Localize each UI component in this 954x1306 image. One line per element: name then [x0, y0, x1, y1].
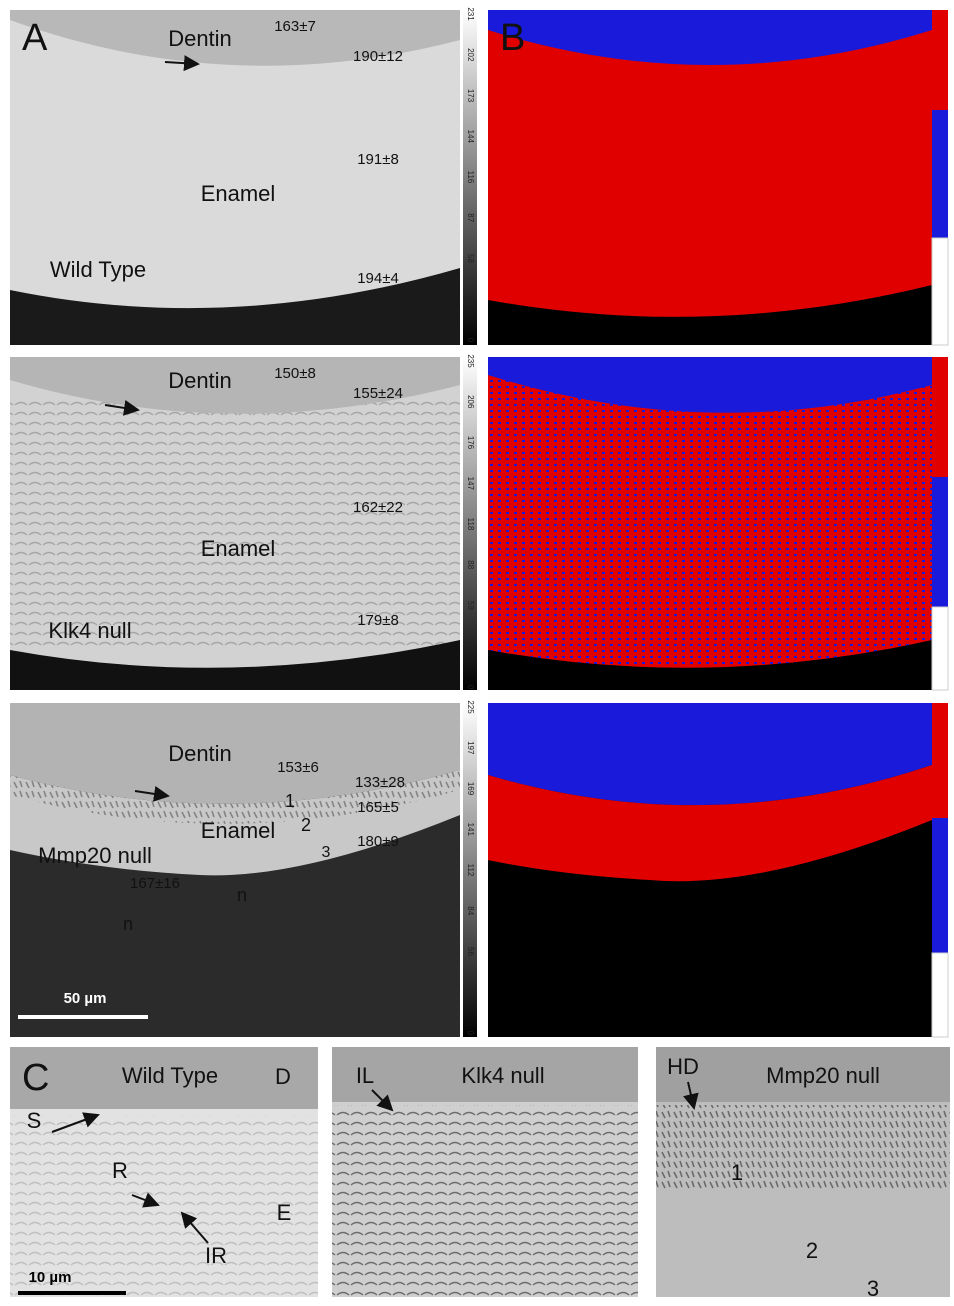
colorbar-tick-label: 206	[466, 395, 475, 409]
panel-a-images	[10, 10, 477, 1037]
panel-b-images	[488, 10, 948, 1037]
dentin-label: Dentin	[168, 368, 232, 393]
colorbar-tick-label: 116	[466, 171, 475, 184]
label: S	[27, 1108, 42, 1133]
measurement: 133±28	[355, 774, 405, 791]
colorbar-tick-label: 28	[466, 988, 475, 997]
label: E	[277, 1200, 292, 1225]
colorbar-tick-label: 88	[466, 560, 475, 569]
label: 2	[806, 1238, 818, 1263]
enamel-label: Enamel	[201, 818, 276, 843]
specimen-label: Mmp20 null	[38, 843, 152, 868]
measurement: 180±9	[357, 833, 399, 850]
specimen-label: Wild Type	[50, 257, 146, 282]
label: 3	[867, 1276, 879, 1301]
label: R	[112, 1158, 128, 1183]
colorbar-tick-label: 197	[466, 741, 475, 755]
measurement: 155±24	[353, 385, 403, 402]
panel-title: Wild Type	[122, 1063, 218, 1088]
zone-label: 2	[301, 815, 311, 835]
dentin-label: Dentin	[168, 741, 232, 766]
colorbar-tick-label: 176	[466, 436, 475, 450]
label: IL	[356, 1063, 374, 1088]
colorbar-tick-label: 141	[466, 823, 475, 837]
colorbar-tick-label: 147	[466, 477, 475, 491]
colorbar-tick-label: 144	[466, 130, 475, 144]
colorbar-tick-label: 0	[466, 685, 475, 690]
nodule-label: n	[237, 885, 247, 905]
panel-label: A	[22, 17, 48, 59]
enamel-label: Enamel	[201, 181, 276, 206]
measurement: 162±22	[353, 499, 403, 516]
scale-bar-label: 50 µm	[64, 990, 107, 1007]
colorbar-tick-label: 112	[466, 864, 475, 877]
colorbar-tick-label: 173	[466, 89, 475, 103]
scale-bar-label: 10 µm	[29, 1269, 72, 1286]
label: IR	[205, 1243, 227, 1268]
dentin-label: Dentin	[168, 26, 232, 51]
measurement: 163±7	[274, 18, 316, 35]
colorbar-tick-label: 0	[466, 338, 475, 343]
measurement: 165±5	[357, 799, 399, 816]
figure: A B Dentin Enamel Wild Type 163±7 190±12…	[0, 0, 954, 1301]
enamel-label: Enamel	[201, 536, 276, 561]
measurement: 179±8	[357, 612, 399, 629]
colorbar-tick-label: 56	[466, 947, 475, 956]
label: D	[275, 1064, 291, 1089]
measurement: 194±4	[357, 270, 399, 287]
colorbar-tick-label: 84	[466, 906, 475, 915]
colorbar-tick-label: 58	[466, 254, 475, 263]
colorbar-tick-label: 59	[466, 601, 475, 610]
colorbar-tick-label: 202	[466, 48, 475, 62]
colorbar-tick-label: 29	[466, 295, 475, 304]
specimen-label: Klk4 null	[48, 618, 131, 643]
panel-title: Klk4 null	[461, 1063, 544, 1088]
colorbar-tick-label: 225	[466, 700, 475, 714]
colorbar-tick-label: 29	[466, 642, 475, 651]
zone-label: 1	[285, 791, 295, 811]
measurement: 153±6	[277, 759, 319, 776]
colorbar-tick-label: 169	[466, 782, 475, 796]
colorbar-tick-label: 231	[466, 7, 475, 21]
label: HD	[667, 1054, 699, 1079]
panel-title: Mmp20 null	[766, 1063, 880, 1088]
zone-label: 3	[322, 844, 331, 861]
panel-label: C	[22, 1057, 49, 1099]
panel-label: B	[500, 17, 525, 59]
colorbar-tick-label: 0	[466, 1031, 475, 1036]
measurement: 191±8	[357, 151, 399, 168]
nodule-label: n	[123, 914, 133, 934]
measurement: 190±12	[353, 48, 403, 65]
colorbar-tick-label: 87	[466, 213, 475, 222]
label: 1	[731, 1160, 743, 1185]
colorbar-tick-label: 235	[466, 354, 475, 368]
measurement: 167±16	[130, 875, 180, 892]
colorbar-tick-label: 118	[466, 518, 475, 531]
measurement: 150±8	[274, 365, 316, 382]
